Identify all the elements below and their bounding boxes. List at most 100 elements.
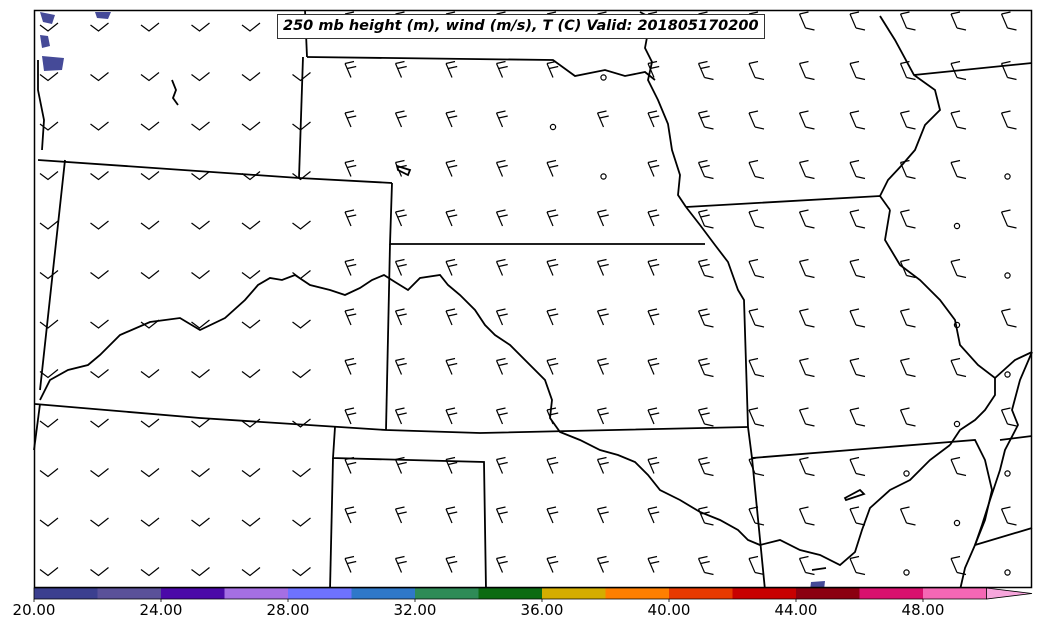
- wind-barb: [748, 159, 765, 180]
- wind-barb: [241, 22, 261, 32]
- wind-barb: [495, 407, 508, 425]
- wind-barb: [241, 270, 261, 280]
- wind-barb: [292, 517, 311, 527]
- wind-barb: [697, 258, 714, 279]
- wind-barb: [394, 258, 407, 276]
- wind-barb: [748, 555, 765, 576]
- colorbar-tick-label: 32.00: [393, 601, 437, 619]
- wind-barb: [344, 258, 357, 276]
- colorbar: [33, 587, 1033, 602]
- wind-barb: [849, 11, 866, 31]
- wind-barb: [292, 270, 311, 280]
- wind-barb: [39, 468, 59, 478]
- calm-wind-marker: [1004, 371, 1011, 378]
- wind-barb: [90, 517, 109, 527]
- wind-barb: [647, 209, 660, 227]
- calm-wind-marker: [903, 470, 910, 477]
- wind-barb: [90, 369, 109, 379]
- wind-barb: [39, 418, 59, 428]
- colorbar-tick-label: 36.00: [520, 601, 564, 619]
- temperature-patch: [40, 12, 55, 24]
- wind-barb: [39, 567, 59, 577]
- wind-barb: [697, 506, 714, 526]
- wind-barb: [849, 110, 866, 130]
- wind-barb: [495, 110, 508, 128]
- wind-barb: [798, 60, 815, 81]
- wind-barb: [344, 506, 357, 524]
- wind-barb: [950, 159, 967, 180]
- wind-barb: [899, 159, 916, 180]
- wind-barb: [241, 121, 261, 131]
- wind-barb: [191, 567, 210, 577]
- wind-barb: [140, 517, 160, 527]
- wind-barb: [1000, 407, 1017, 427]
- colorbar-segment: [669, 588, 733, 599]
- wind-barb: [849, 209, 866, 229]
- colorbar-segment: [923, 588, 987, 599]
- wind-barb: [445, 60, 458, 78]
- wind-barb: [140, 121, 160, 131]
- wind-barb: [140, 319, 160, 329]
- wind-barb: [950, 357, 967, 378]
- wind-barb: [445, 308, 458, 326]
- wind-barb: [90, 567, 109, 577]
- calm-wind-marker: [1004, 272, 1011, 279]
- wind-barb: [495, 60, 508, 78]
- wind-barb: [798, 357, 815, 378]
- wind-barb: [191, 468, 210, 478]
- wind-barb: [344, 456, 357, 474]
- wind-barb: [495, 258, 508, 276]
- wind-barb: [798, 308, 815, 328]
- wind-barb: [697, 159, 714, 180]
- wind-barb: [647, 308, 660, 326]
- wind-barb: [596, 506, 609, 524]
- wind-barb: [647, 407, 660, 425]
- wind-barb: [394, 60, 407, 78]
- wind-barb: [697, 209, 714, 229]
- wind-barb: [344, 60, 357, 78]
- wind-barb: [445, 258, 458, 276]
- wind-barb: [140, 171, 160, 181]
- wind-barb: [394, 407, 407, 425]
- wind-barb: [899, 308, 916, 328]
- wind-barb: [546, 555, 559, 573]
- wind-barb: [798, 506, 815, 526]
- wind-barb: [90, 418, 109, 428]
- colorbar-segment: [415, 588, 479, 599]
- wind-barb: [596, 357, 609, 375]
- wind-barb: [899, 506, 916, 526]
- wind-barb: [140, 220, 160, 230]
- wind-barb: [849, 555, 866, 576]
- wind-barb: [647, 506, 660, 524]
- wind-barb: [292, 369, 311, 379]
- wind-barb: [495, 209, 508, 227]
- wind-barb: [798, 209, 815, 229]
- wind-barb: [899, 60, 916, 81]
- wind-barb: [292, 418, 311, 428]
- wind-barb: [445, 209, 458, 227]
- wind-barb: [1000, 60, 1017, 81]
- wind-barb: [748, 209, 765, 229]
- wind-barb: [798, 258, 815, 279]
- wind-barb: [394, 506, 407, 524]
- wind-barb: [241, 517, 261, 527]
- calm-wind-marker: [1004, 470, 1011, 477]
- calm-wind-marker: [600, 173, 607, 180]
- wind-barb: [394, 357, 407, 375]
- wind-barb: [748, 60, 765, 81]
- wind-barb: [191, 517, 210, 527]
- wind-barb: [546, 258, 559, 276]
- calm-wind-marker: [600, 74, 607, 81]
- wind-barb: [241, 220, 261, 230]
- calm-wind-marker: [953, 222, 961, 230]
- wind-barb: [344, 407, 357, 425]
- wind-barb: [798, 456, 815, 477]
- wind-barb: [495, 357, 508, 375]
- wind-barb: [39, 220, 59, 230]
- wind-barb: [798, 555, 815, 576]
- wind-barb: [292, 567, 311, 577]
- colorbar-segment: [859, 588, 924, 599]
- wind-barb: [596, 209, 609, 227]
- wind-barb: [495, 506, 508, 524]
